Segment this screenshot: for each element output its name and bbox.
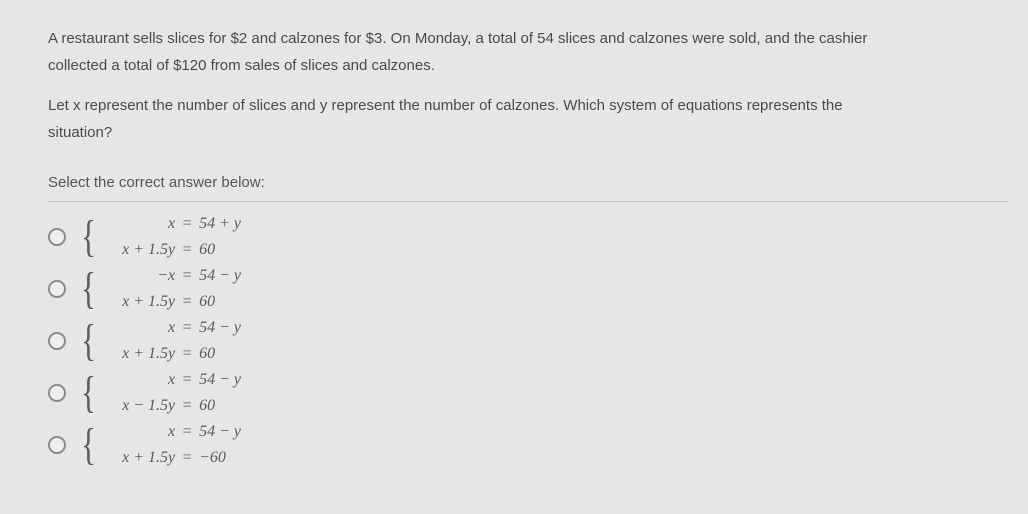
equals-sign: = bbox=[175, 420, 199, 444]
equals-sign: = bbox=[175, 368, 199, 392]
eq1-lhs: x bbox=[105, 316, 175, 340]
question-line-1: A restaurant sells slices for $2 and cal… bbox=[48, 28, 1028, 51]
question-line-4: situation? bbox=[48, 122, 1028, 145]
option-4[interactable]: { x = 54 − y x − 1.5y = 60 bbox=[48, 368, 1028, 418]
eq2-rhs: 60 bbox=[199, 238, 259, 262]
option-3-equations: { x = 54 − y x + 1.5y = 60 bbox=[78, 316, 259, 366]
brace-icon: { bbox=[81, 215, 96, 259]
question-line-2: collected a total of $120 from sales of … bbox=[48, 55, 1028, 78]
brace-icon: { bbox=[81, 267, 96, 311]
option-5-equations: { x = 54 − y x + 1.5y = −60 bbox=[78, 420, 259, 470]
options-group: { x = 54 + y x + 1.5y = 60 { −x bbox=[48, 212, 1028, 470]
equals-sign: = bbox=[175, 316, 199, 340]
option-1[interactable]: { x = 54 + y x + 1.5y = 60 bbox=[48, 212, 1028, 262]
eq2-rhs: 60 bbox=[199, 290, 259, 314]
radio-2[interactable] bbox=[48, 280, 66, 298]
equals-sign: = bbox=[175, 212, 199, 236]
equals-sign: = bbox=[175, 446, 199, 470]
radio-3[interactable] bbox=[48, 332, 66, 350]
eq1-lhs: x bbox=[105, 368, 175, 392]
eq2-lhs: x + 1.5y bbox=[105, 238, 175, 262]
eq2-lhs: x − 1.5y bbox=[105, 394, 175, 418]
eq1-rhs: 54 − y bbox=[199, 316, 259, 340]
equals-sign: = bbox=[175, 342, 199, 366]
eq1-rhs: 54 − y bbox=[199, 368, 259, 392]
equals-sign: = bbox=[175, 394, 199, 418]
brace-icon: { bbox=[81, 371, 96, 415]
eq1-lhs: x bbox=[105, 420, 175, 444]
eq1-rhs: 54 − y bbox=[199, 420, 259, 444]
brace-icon: { bbox=[81, 423, 96, 467]
eq2-rhs: 60 bbox=[199, 342, 259, 366]
eq1-lhs: −x bbox=[105, 264, 175, 288]
equals-sign: = bbox=[175, 290, 199, 314]
equals-sign: = bbox=[175, 238, 199, 262]
radio-4[interactable] bbox=[48, 384, 66, 402]
eq2-rhs: −60 bbox=[199, 446, 259, 470]
option-2[interactable]: { −x = 54 − y x + 1.5y = 60 bbox=[48, 264, 1028, 314]
option-4-equations: { x = 54 − y x − 1.5y = 60 bbox=[78, 368, 259, 418]
eq1-rhs: 54 + y bbox=[199, 212, 259, 236]
brace-icon: { bbox=[81, 319, 96, 363]
eq1-lhs: x bbox=[105, 212, 175, 236]
eq2-lhs: x + 1.5y bbox=[105, 446, 175, 470]
radio-1[interactable] bbox=[48, 228, 66, 246]
eq2-rhs: 60 bbox=[199, 394, 259, 418]
question-line-3: Let x represent the number of slices and… bbox=[48, 95, 1028, 118]
equals-sign: = bbox=[175, 264, 199, 288]
option-3[interactable]: { x = 54 − y x + 1.5y = 60 bbox=[48, 316, 1028, 366]
eq2-lhs: x + 1.5y bbox=[105, 342, 175, 366]
eq2-lhs: x + 1.5y bbox=[105, 290, 175, 314]
eq1-rhs: 54 − y bbox=[199, 264, 259, 288]
option-2-equations: { −x = 54 − y x + 1.5y = 60 bbox=[78, 264, 259, 314]
option-1-equations: { x = 54 + y x + 1.5y = 60 bbox=[78, 212, 259, 262]
question-text: A restaurant sells slices for $2 and cal… bbox=[48, 28, 1028, 144]
select-prompt: Select the correct answer below: bbox=[48, 172, 1008, 202]
option-5[interactable]: { x = 54 − y x + 1.5y = −60 bbox=[48, 420, 1028, 470]
radio-5[interactable] bbox=[48, 436, 66, 454]
